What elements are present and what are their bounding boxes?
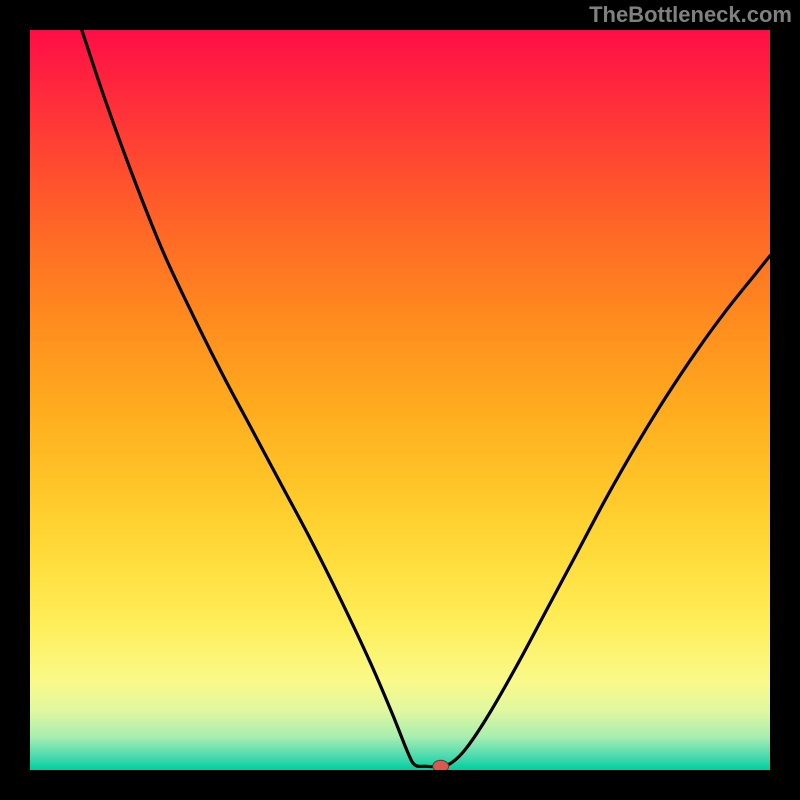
curve-overlay <box>30 30 770 770</box>
chart-frame: TheBottleneck.com <box>0 0 800 800</box>
watermark-text: TheBottleneck.com <box>589 2 792 28</box>
plot-area <box>30 30 770 770</box>
optimal-point-marker <box>433 760 449 770</box>
bottleneck-curve <box>82 30 770 767</box>
